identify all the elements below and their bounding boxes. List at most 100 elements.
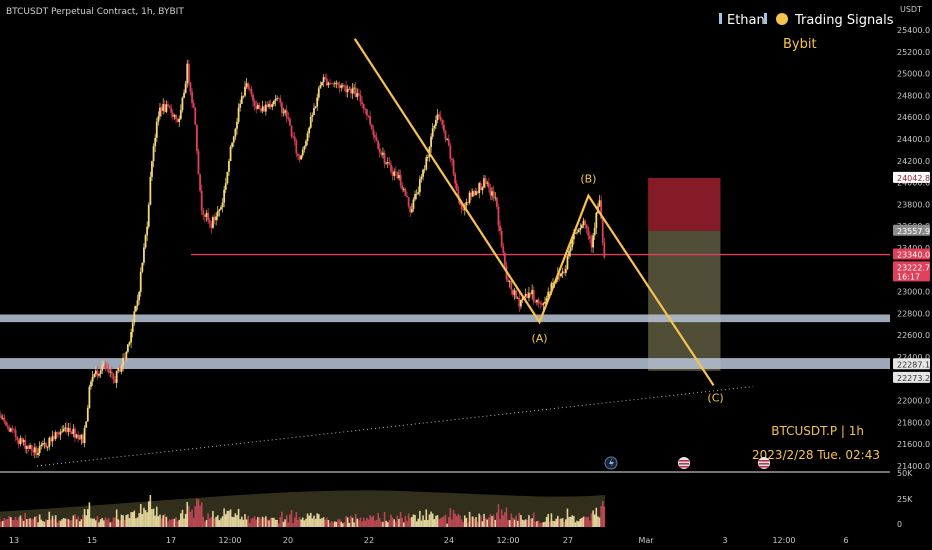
x-tick-label: 12:00 <box>772 536 795 545</box>
candle-body <box>341 85 344 87</box>
volume-bar <box>330 521 333 527</box>
candle-body <box>85 421 88 428</box>
volume-bar <box>327 520 330 527</box>
candle-body <box>465 202 468 205</box>
candle-body <box>601 218 604 243</box>
candle-body <box>24 440 27 449</box>
candle-body <box>520 299 522 307</box>
volume-bar <box>300 519 302 527</box>
candle-body <box>170 108 173 113</box>
candle-body <box>93 374 96 377</box>
candle-body <box>564 269 567 273</box>
candle-body <box>38 446 41 454</box>
volume-bar <box>168 519 171 527</box>
candle-body <box>176 118 179 122</box>
candle-body <box>319 85 322 89</box>
candle-body <box>74 428 76 438</box>
volume-bar <box>32 518 35 527</box>
candle-body <box>289 119 291 126</box>
volume-bar <box>428 514 431 527</box>
volume-bar <box>471 516 474 527</box>
candlestick-series <box>0 59 606 459</box>
volume-bar <box>407 513 410 527</box>
volume-bar <box>167 521 169 527</box>
volume-bar <box>70 520 73 527</box>
candle-body <box>372 129 375 136</box>
volume-bar <box>223 508 225 527</box>
volume-bar <box>540 522 543 527</box>
volume-bar <box>499 518 501 527</box>
volume-bar <box>414 514 416 527</box>
volume-bar <box>508 520 511 527</box>
volume-bar <box>101 518 104 527</box>
volume-bar <box>104 517 107 527</box>
volume-bar <box>242 519 245 527</box>
candle-body <box>563 271 566 273</box>
volume-bar <box>138 513 140 527</box>
price-tag <box>893 248 930 260</box>
volume-bar <box>468 511 471 527</box>
volume-bar <box>19 515 22 527</box>
volume-bar <box>16 520 19 527</box>
candle-body <box>495 197 498 207</box>
volume-bar <box>224 514 227 527</box>
volume-bar <box>351 517 354 527</box>
volume-bar <box>287 522 290 527</box>
volume-bar <box>54 515 57 527</box>
candle-body <box>446 139 449 140</box>
candle-body <box>242 95 245 97</box>
candle-body <box>22 440 25 443</box>
candle-body <box>143 247 145 263</box>
volume-bar <box>550 513 553 527</box>
volume-bar <box>507 520 509 527</box>
volume-bar <box>443 516 445 527</box>
candle-body <box>106 368 108 369</box>
candle-body <box>94 370 97 375</box>
volume-pane <box>0 471 890 527</box>
us-flag-icon[interactable] <box>758 457 770 469</box>
volume-bar <box>547 513 549 527</box>
candle-body <box>203 215 206 217</box>
volume-bar <box>290 510 293 527</box>
candle-body <box>192 103 195 108</box>
candle-body <box>471 191 474 197</box>
candle-body <box>467 202 469 203</box>
lightning-icon[interactable] <box>604 456 618 470</box>
volume-bar <box>419 510 421 527</box>
volume-bar <box>202 516 205 527</box>
volume-bar <box>292 523 294 527</box>
volume-bar <box>58 520 60 527</box>
candle-body <box>364 108 367 110</box>
volume-bar <box>537 520 540 527</box>
candle-body <box>491 191 493 196</box>
volume-bar <box>207 513 209 527</box>
volume-bar <box>597 516 599 527</box>
candle-body <box>272 101 275 105</box>
candle-body <box>390 164 392 172</box>
volume-bar <box>24 512 27 527</box>
us-flag-icon[interactable] <box>678 457 690 469</box>
candle-body <box>374 135 376 138</box>
candle-body <box>1 417 4 419</box>
candle-body <box>521 298 524 300</box>
volume-bar <box>529 518 532 527</box>
candle-body <box>451 158 453 161</box>
candle-body <box>457 190 460 199</box>
candle-body <box>401 185 404 190</box>
candle-body <box>102 363 105 366</box>
candle-body <box>264 104 267 112</box>
volume-bar <box>80 519 83 527</box>
candle-body <box>135 305 137 312</box>
candle-body <box>136 300 139 306</box>
candle-body <box>216 211 219 217</box>
candle-body <box>486 182 489 184</box>
y-tick-label: 22800.0 <box>897 309 930 318</box>
candle-body <box>146 226 149 236</box>
candle-body <box>356 93 359 97</box>
volume-bar <box>154 515 156 527</box>
volume-bar <box>136 517 139 527</box>
volume-bar <box>361 521 363 527</box>
y-tick-label: 22600.0 <box>897 331 930 340</box>
event-icons[interactable] <box>604 456 770 470</box>
